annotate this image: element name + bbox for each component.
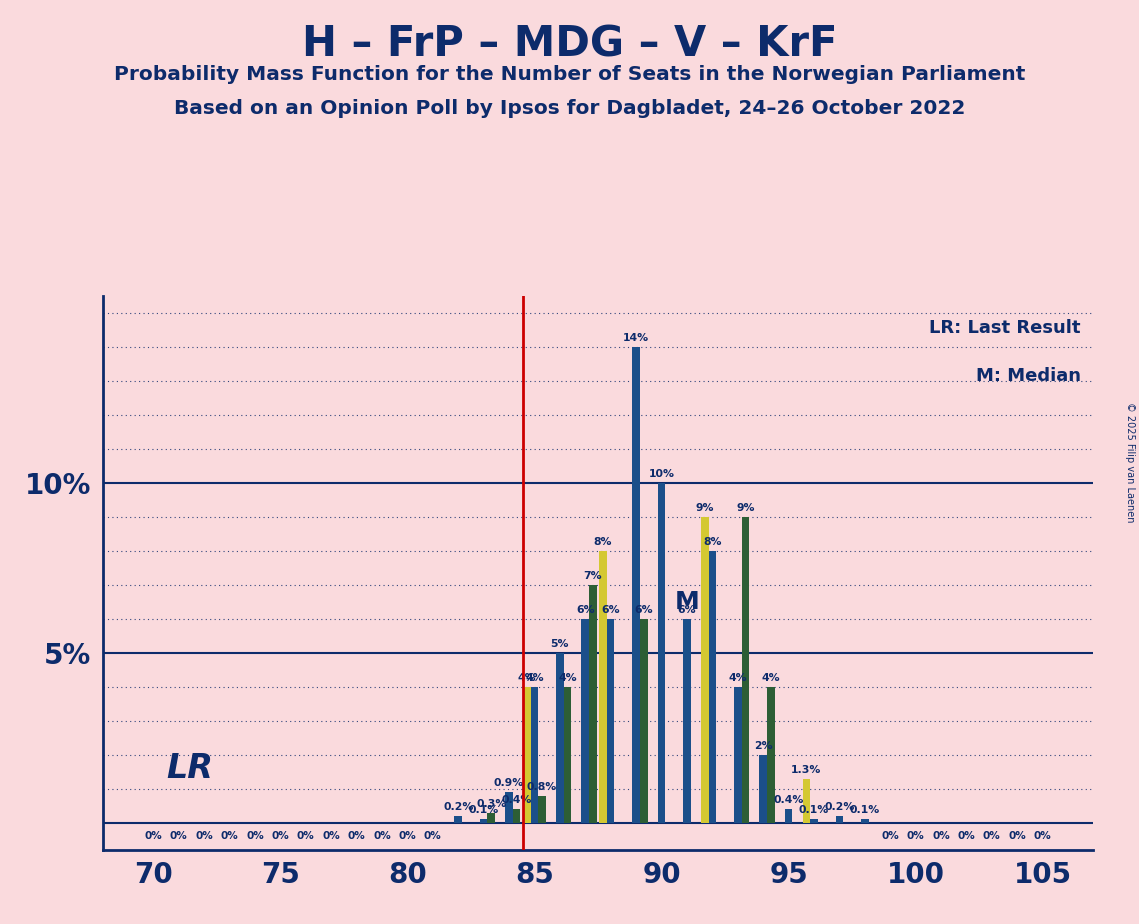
Text: 1.3%: 1.3%	[792, 764, 821, 774]
Text: 0%: 0%	[322, 832, 341, 842]
Bar	[632, 346, 640, 823]
Text: H – FrP – MDG – V – KrF: H – FrP – MDG – V – KrF	[302, 23, 837, 65]
Text: 0%: 0%	[347, 832, 366, 842]
Text: © 2025 Filip van Laenen: © 2025 Filip van Laenen	[1125, 402, 1134, 522]
Bar	[531, 687, 539, 823]
Text: 9%: 9%	[736, 503, 755, 513]
Text: 0.4%: 0.4%	[501, 796, 532, 805]
Text: 6%: 6%	[678, 604, 696, 614]
Bar	[734, 687, 741, 823]
Text: M: M	[674, 590, 699, 614]
Text: 8%: 8%	[593, 537, 613, 547]
Text: 0%: 0%	[145, 832, 162, 842]
Text: 0%: 0%	[983, 832, 1001, 842]
Bar	[513, 809, 521, 823]
Text: 0%: 0%	[170, 832, 188, 842]
Bar	[556, 653, 564, 823]
Text: 0%: 0%	[195, 832, 213, 842]
Text: 7%: 7%	[583, 571, 603, 580]
Bar	[708, 551, 716, 823]
Bar	[564, 687, 572, 823]
Bar	[767, 687, 775, 823]
Text: 0%: 0%	[1008, 832, 1026, 842]
Text: 0.3%: 0.3%	[476, 798, 507, 808]
Bar	[480, 820, 487, 823]
Bar	[589, 585, 597, 823]
Text: 0%: 0%	[882, 832, 899, 842]
Bar	[539, 796, 546, 823]
Text: 4%: 4%	[762, 673, 780, 683]
Text: 0%: 0%	[907, 832, 925, 842]
Text: 0.2%: 0.2%	[825, 802, 854, 812]
Text: M: Median: M: Median	[976, 367, 1081, 385]
Text: 0%: 0%	[221, 832, 238, 842]
Bar	[607, 619, 614, 823]
Bar	[683, 619, 690, 823]
Text: 0.2%: 0.2%	[443, 802, 474, 812]
Text: 5%: 5%	[550, 638, 570, 649]
Bar	[741, 517, 749, 823]
Text: 0%: 0%	[297, 832, 314, 842]
Text: 4%: 4%	[729, 673, 747, 683]
Bar	[760, 755, 767, 823]
Bar	[657, 482, 665, 823]
Text: LR: Last Result: LR: Last Result	[929, 320, 1081, 337]
Text: 0.9%: 0.9%	[494, 778, 524, 788]
Text: 0%: 0%	[958, 832, 975, 842]
Text: 0%: 0%	[932, 832, 950, 842]
Bar	[810, 820, 818, 823]
Bar	[506, 792, 513, 823]
Text: LR: LR	[166, 752, 213, 785]
Text: 9%: 9%	[696, 503, 714, 513]
Bar	[599, 551, 607, 823]
Text: 0.1%: 0.1%	[850, 806, 880, 815]
Text: 14%: 14%	[623, 333, 649, 343]
Text: 0%: 0%	[271, 832, 289, 842]
Bar	[785, 809, 793, 823]
Text: 2%: 2%	[754, 741, 772, 751]
Bar	[523, 687, 531, 823]
Bar	[836, 816, 843, 823]
Bar	[700, 517, 708, 823]
Bar	[581, 619, 589, 823]
Text: 6%: 6%	[634, 604, 653, 614]
Text: 0%: 0%	[374, 832, 391, 842]
Bar	[454, 816, 462, 823]
Text: Probability Mass Function for the Number of Seats in the Norwegian Parliament: Probability Mass Function for the Number…	[114, 65, 1025, 84]
Text: 0%: 0%	[399, 832, 416, 842]
Text: 0.1%: 0.1%	[798, 806, 829, 815]
Text: 0%: 0%	[1034, 832, 1051, 842]
Text: 0.8%: 0.8%	[527, 782, 557, 792]
Bar	[640, 619, 647, 823]
Bar	[803, 779, 810, 823]
Text: 0%: 0%	[246, 832, 264, 842]
Text: Based on an Opinion Poll by Ipsos for Dagbladet, 24–26 October 2022: Based on an Opinion Poll by Ipsos for Da…	[174, 99, 965, 118]
Text: 10%: 10%	[648, 468, 674, 479]
Text: 4%: 4%	[558, 673, 576, 683]
Bar	[861, 820, 869, 823]
Text: 4%: 4%	[525, 673, 543, 683]
Bar	[487, 813, 495, 823]
Text: 0.4%: 0.4%	[773, 796, 804, 805]
Text: 4%: 4%	[517, 673, 536, 683]
Text: 6%: 6%	[601, 604, 620, 614]
Text: 0.1%: 0.1%	[468, 806, 499, 815]
Text: 8%: 8%	[703, 537, 722, 547]
Text: 0%: 0%	[424, 832, 442, 842]
Text: 6%: 6%	[576, 604, 595, 614]
